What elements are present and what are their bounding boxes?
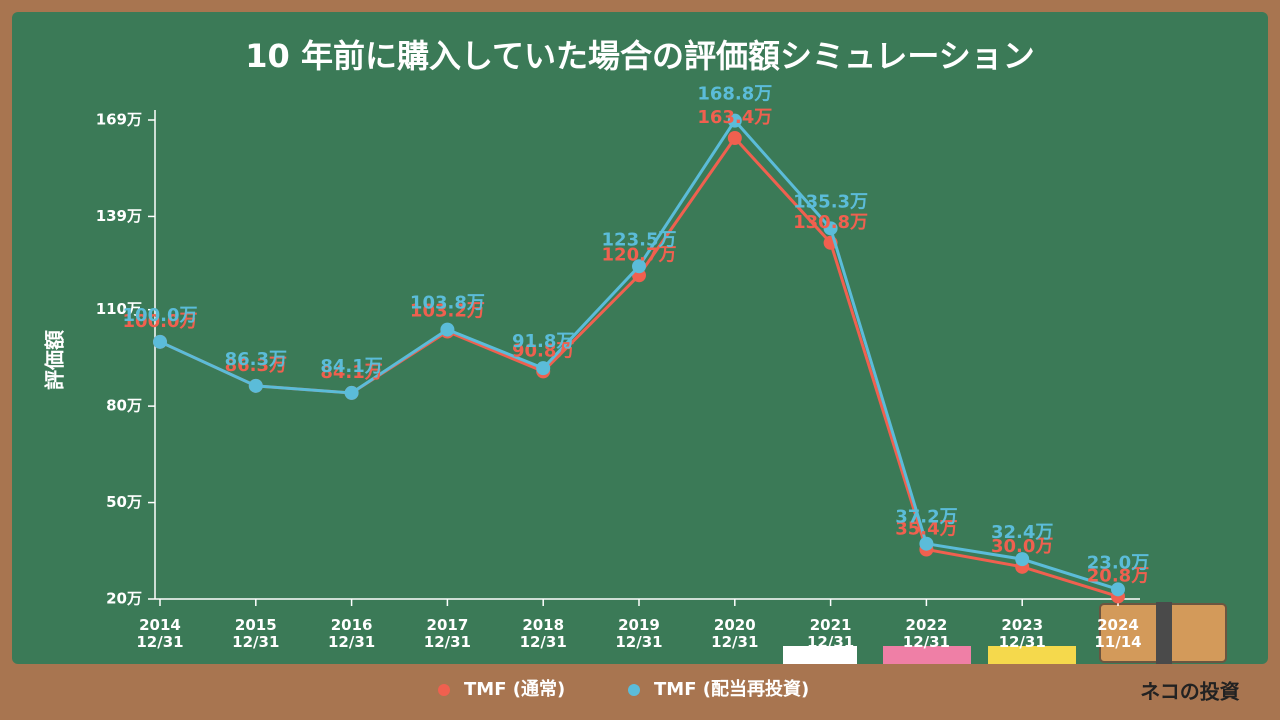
y-tick-label: 50万 [106,493,142,511]
point [823,221,838,236]
board [12,12,1268,664]
legend-marker [628,684,640,696]
x-tick-label: 2015 12/31 [232,616,280,651]
point [727,113,742,128]
data-label: 91.8万 [512,331,574,352]
y-axis-label: 評価額 [43,330,67,390]
data-label: 30.0万 [991,536,1053,557]
legend-label: TMF (通常) [464,678,565,700]
y-tick-label: 139万 [96,207,142,225]
data-label: 100.0万 [123,305,198,326]
data-label: 123.5万 [602,229,677,250]
x-tick-label: 2016 12/31 [327,616,376,651]
x-tick-label: 2020 12/31 [711,616,759,651]
x-tick-label: 2017 12/31 [423,616,471,651]
data-label: 20.8万 [1087,565,1149,586]
data-label: 168.8万 [697,84,772,105]
point [1015,552,1030,567]
point [440,322,455,337]
x-tick-label: 2023 12/31 [998,616,1046,651]
x-tick-label: 2019 12/31 [615,616,663,651]
data-label: 84.1万 [320,356,382,377]
point [536,361,551,376]
data-label: 37.2万 [895,507,957,528]
y-tick-label: 169万 [96,111,142,129]
data-label: 90.8万 [512,340,574,361]
data-label: 84.1万 [320,362,382,383]
point [248,378,263,393]
legend-label: TMF (配当再投資) [654,678,809,700]
data-label: 86.3万 [225,349,287,370]
data-label: 135.3万 [793,191,868,212]
data-label: 163.4万 [697,107,772,128]
data-label: 103.8万 [410,293,485,314]
data-label: 32.4万 [991,522,1053,543]
y-tick-label: 80万 [106,397,142,415]
data-label: 35.4万 [895,518,957,539]
x-tick-label: 2022 12/31 [902,616,950,651]
data-label: 86.3万 [225,355,287,376]
brand: ネコの投資 [1140,680,1240,704]
chalk [988,646,1076,664]
y-tick-label: 110万 [96,300,142,318]
x-tick-label: 2024 11/14 [1094,616,1142,651]
chart-title: 10 年前に購入していた場合の評価額シミュレーション [245,37,1034,75]
data-label: 103.2万 [410,301,485,322]
data-label: 130.8万 [793,212,868,233]
legend-marker [438,684,450,696]
x-tick-label: 2018 12/31 [519,616,567,651]
data-label: 100.0万 [123,311,198,332]
point [344,385,359,400]
point [1111,582,1125,597]
eraser-band [1156,602,1172,664]
point [632,259,646,274]
x-tick-label: 2021 12/31 [806,616,855,651]
point [153,334,167,349]
y-tick-label: 20万 [106,590,142,608]
point [727,131,742,146]
point [919,536,934,551]
data-label: 120.7万 [602,244,677,265]
chalk [883,646,971,664]
chalk [783,646,857,664]
x-tick-label: 2014 12/31 [136,616,184,651]
data-label: 23.0万 [1087,552,1149,573]
